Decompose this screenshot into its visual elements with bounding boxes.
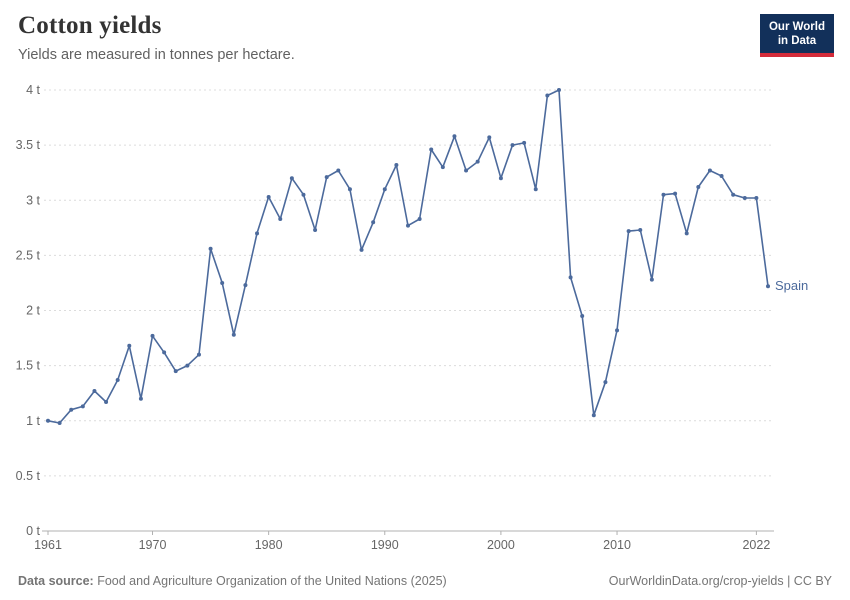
data-point bbox=[138, 396, 143, 401]
data-point bbox=[162, 350, 167, 355]
data-point bbox=[649, 277, 654, 282]
y-axis-label: 0 t bbox=[26, 524, 40, 538]
data-point bbox=[580, 314, 585, 319]
data-point bbox=[80, 404, 85, 409]
x-axis-label: 2010 bbox=[603, 538, 631, 552]
data-point bbox=[324, 175, 329, 180]
data-point bbox=[522, 140, 527, 145]
data-source-text: Food and Agriculture Organization of the… bbox=[93, 574, 447, 588]
data-source: Data source: Food and Agriculture Organi… bbox=[18, 574, 447, 588]
data-point bbox=[127, 343, 132, 348]
data-point bbox=[243, 283, 248, 288]
y-axis-label: 2.5 t bbox=[16, 248, 41, 262]
data-point bbox=[289, 176, 294, 181]
data-point bbox=[336, 168, 341, 173]
data-point bbox=[707, 168, 712, 173]
data-point bbox=[46, 418, 50, 423]
data-point bbox=[255, 231, 260, 236]
data-point bbox=[266, 194, 271, 199]
data-point bbox=[673, 191, 678, 196]
data-point bbox=[382, 187, 387, 192]
y-axis-label: 4 t bbox=[26, 83, 40, 97]
chart-footer: Data source: Food and Agriculture Organi… bbox=[0, 564, 850, 600]
y-axis-label: 2 t bbox=[26, 304, 40, 318]
data-line bbox=[47, 89, 769, 424]
data-point bbox=[684, 231, 689, 236]
data-point bbox=[696, 185, 701, 190]
data-point bbox=[626, 229, 631, 234]
owid-logo-line1: Our World bbox=[768, 21, 825, 33]
data-point bbox=[487, 135, 492, 140]
x-axis-label: 2000 bbox=[487, 538, 515, 552]
data-point bbox=[568, 275, 573, 280]
data-point bbox=[406, 223, 410, 228]
data-point bbox=[185, 363, 190, 368]
y-axis-label: 3.5 t bbox=[16, 138, 41, 152]
data-point bbox=[615, 328, 620, 333]
owid-logo[interactable]: Our World in Data bbox=[759, 14, 834, 57]
data-point bbox=[92, 388, 97, 393]
data-point bbox=[347, 187, 352, 192]
x-axis-label: 2022 bbox=[742, 538, 770, 552]
data-point bbox=[231, 332, 236, 337]
series-label: Spain bbox=[775, 278, 808, 293]
chart-title: Cotton yields bbox=[18, 12, 162, 39]
data-point bbox=[208, 246, 213, 251]
y-axis-label: 1.5 t bbox=[16, 359, 41, 373]
data-point bbox=[556, 88, 561, 92]
data-point bbox=[301, 192, 306, 197]
data-point bbox=[196, 352, 201, 357]
data-point bbox=[742, 196, 747, 201]
owid-logo-line2: in Data bbox=[777, 35, 817, 48]
y-axis-label: 3 t bbox=[26, 193, 40, 207]
chart-subtitle: Yields are measured in tonnes per hectar… bbox=[18, 47, 295, 63]
data-point bbox=[475, 159, 480, 164]
data-point bbox=[545, 93, 550, 98]
data-point bbox=[278, 216, 283, 221]
data-point bbox=[104, 400, 109, 405]
data-point bbox=[69, 407, 74, 412]
data-point bbox=[638, 228, 643, 233]
data-source-label: Data source: bbox=[18, 574, 94, 588]
data-point bbox=[452, 134, 457, 139]
data-point bbox=[115, 377, 120, 382]
data-point bbox=[603, 380, 608, 385]
data-point bbox=[591, 413, 596, 418]
data-point bbox=[719, 173, 724, 178]
chart-header: Cotton yields Yields are measured in ton… bbox=[18, 12, 295, 63]
data-point bbox=[313, 228, 318, 233]
credit-link[interactable]: OurWorldinData.org/crop-yields | CC BY bbox=[608, 574, 832, 588]
data-point bbox=[150, 333, 155, 338]
x-axis-label: 1961 bbox=[34, 538, 62, 552]
data-point bbox=[510, 143, 515, 148]
line-chart[interactable]: 0 t 0.5 t 1 t 1.5 t 2 t 2.5 t 3 t 3.5 t 4 t 1961 1… bbox=[0, 72, 850, 564]
data-point bbox=[220, 280, 225, 285]
x-axis-label: 1980 bbox=[255, 538, 283, 552]
data-point bbox=[417, 216, 422, 221]
data-point bbox=[766, 284, 770, 289]
data-point bbox=[173, 369, 178, 374]
data-point bbox=[429, 147, 434, 152]
y-axis-label: 0.5 t bbox=[16, 469, 41, 483]
data-point bbox=[661, 192, 666, 197]
y-axis-label: 1 t bbox=[26, 414, 40, 428]
data-point bbox=[498, 176, 503, 181]
data-point bbox=[754, 196, 759, 201]
data-point bbox=[464, 168, 469, 173]
data-point bbox=[359, 247, 364, 252]
x-axis-label: 1970 bbox=[139, 538, 167, 552]
x-axis-label: 1990 bbox=[371, 538, 399, 552]
data-point bbox=[394, 162, 399, 167]
data-point bbox=[371, 220, 376, 225]
data-point bbox=[440, 165, 445, 170]
data-point bbox=[57, 420, 62, 425]
data-point bbox=[731, 192, 736, 197]
data-point bbox=[533, 187, 538, 192]
